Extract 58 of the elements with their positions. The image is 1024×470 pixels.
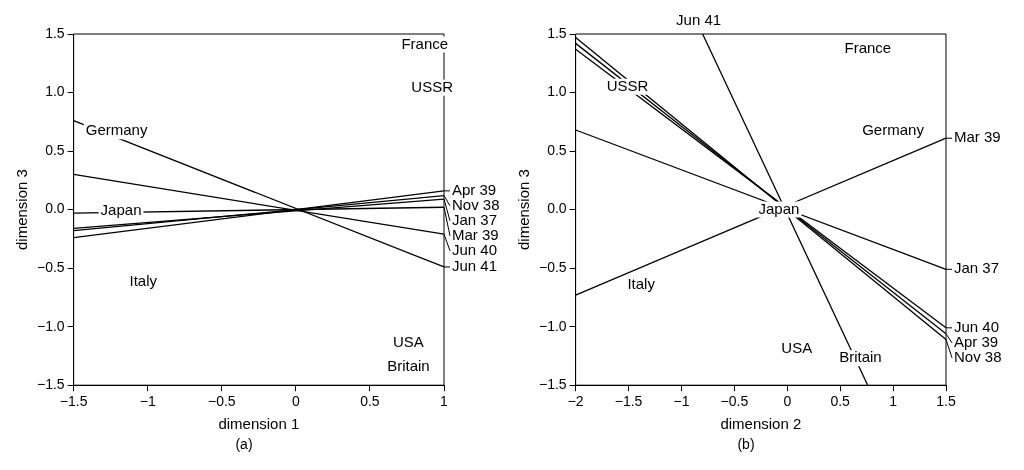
- legend-label: Jan 37: [954, 259, 1000, 277]
- legend-label: Jun 40: [954, 317, 1000, 335]
- x-tick-label: 1: [889, 393, 898, 410]
- annotation: Italy: [627, 274, 656, 292]
- y-tick-label: −1.0: [539, 317, 567, 334]
- annotation: USA: [393, 333, 424, 351]
- x-tick-label: −1.5: [59, 393, 88, 410]
- x-tick-label: −0.5: [720, 393, 749, 410]
- legend-label: Apr 39: [452, 181, 497, 199]
- x-tick-label: 0: [783, 393, 792, 410]
- legend-label: Jan 37: [452, 211, 498, 229]
- x-tick-label: 0: [291, 393, 300, 410]
- x-tick-label: −1: [673, 393, 690, 410]
- x-tick-label: 1: [440, 393, 449, 410]
- legend-label: Apr 39: [954, 332, 999, 350]
- annotation: USA: [781, 339, 813, 357]
- legend-label: Mar 39: [452, 226, 499, 244]
- x-tick-label: −0.5: [207, 393, 236, 410]
- x-tick-label: −2: [567, 393, 584, 410]
- annotation: USSR: [606, 76, 649, 94]
- y-tick-label: 1.0: [45, 83, 65, 100]
- annotation: France: [844, 39, 892, 57]
- x-tick-label: 1.5: [936, 393, 956, 410]
- y-tick-label: −1.0: [37, 317, 65, 334]
- annotation: Germany: [85, 121, 148, 139]
- x-axis-title: dimension 1: [218, 415, 300, 433]
- series-label: Jun 41: [676, 10, 722, 28]
- annotation: Britain: [839, 348, 882, 366]
- annotation: Italy: [129, 272, 158, 290]
- y-tick-label: −1.5: [539, 376, 567, 393]
- series-label: Jun 40: [452, 241, 498, 259]
- y-tick-label: 0.5: [45, 141, 65, 158]
- y-tick-label: 1.5: [45, 24, 65, 41]
- y-tick-label: 0.0: [547, 200, 567, 217]
- annotation: Germany: [862, 121, 925, 139]
- text: (a): [234, 436, 254, 452]
- x-axis-title: dimension 2: [720, 415, 802, 433]
- y-tick-label: −0.5: [37, 258, 65, 275]
- x-tick-label: −1: [139, 393, 156, 410]
- y-tick-label: 1.0: [547, 83, 567, 100]
- annotation: Japan: [100, 200, 142, 218]
- legend-label: Mar 39: [954, 128, 1001, 146]
- y-tick-label: 0.5: [547, 141, 567, 158]
- legend-label: Jun 41: [452, 257, 498, 275]
- y-tick-label: 1.5: [547, 24, 567, 41]
- annotation: France: [401, 34, 449, 52]
- annotation: Japan: [758, 199, 800, 217]
- y-tick-label: −0.5: [539, 258, 567, 275]
- annotation: Britain: [387, 356, 430, 374]
- y-axis-title: dimension 3: [515, 169, 533, 251]
- x-tick-label: −1.5: [614, 393, 643, 410]
- y-tick-label: 0.0: [45, 200, 65, 217]
- x-tick-label: 0.5: [360, 393, 380, 410]
- y-axis-title: dimension 3: [13, 169, 31, 251]
- x-tick-label: 0.5: [830, 393, 851, 410]
- y-tick-label: −1.5: [37, 376, 65, 393]
- text: (b): [736, 436, 756, 452]
- annotation: USSR: [411, 77, 454, 95]
